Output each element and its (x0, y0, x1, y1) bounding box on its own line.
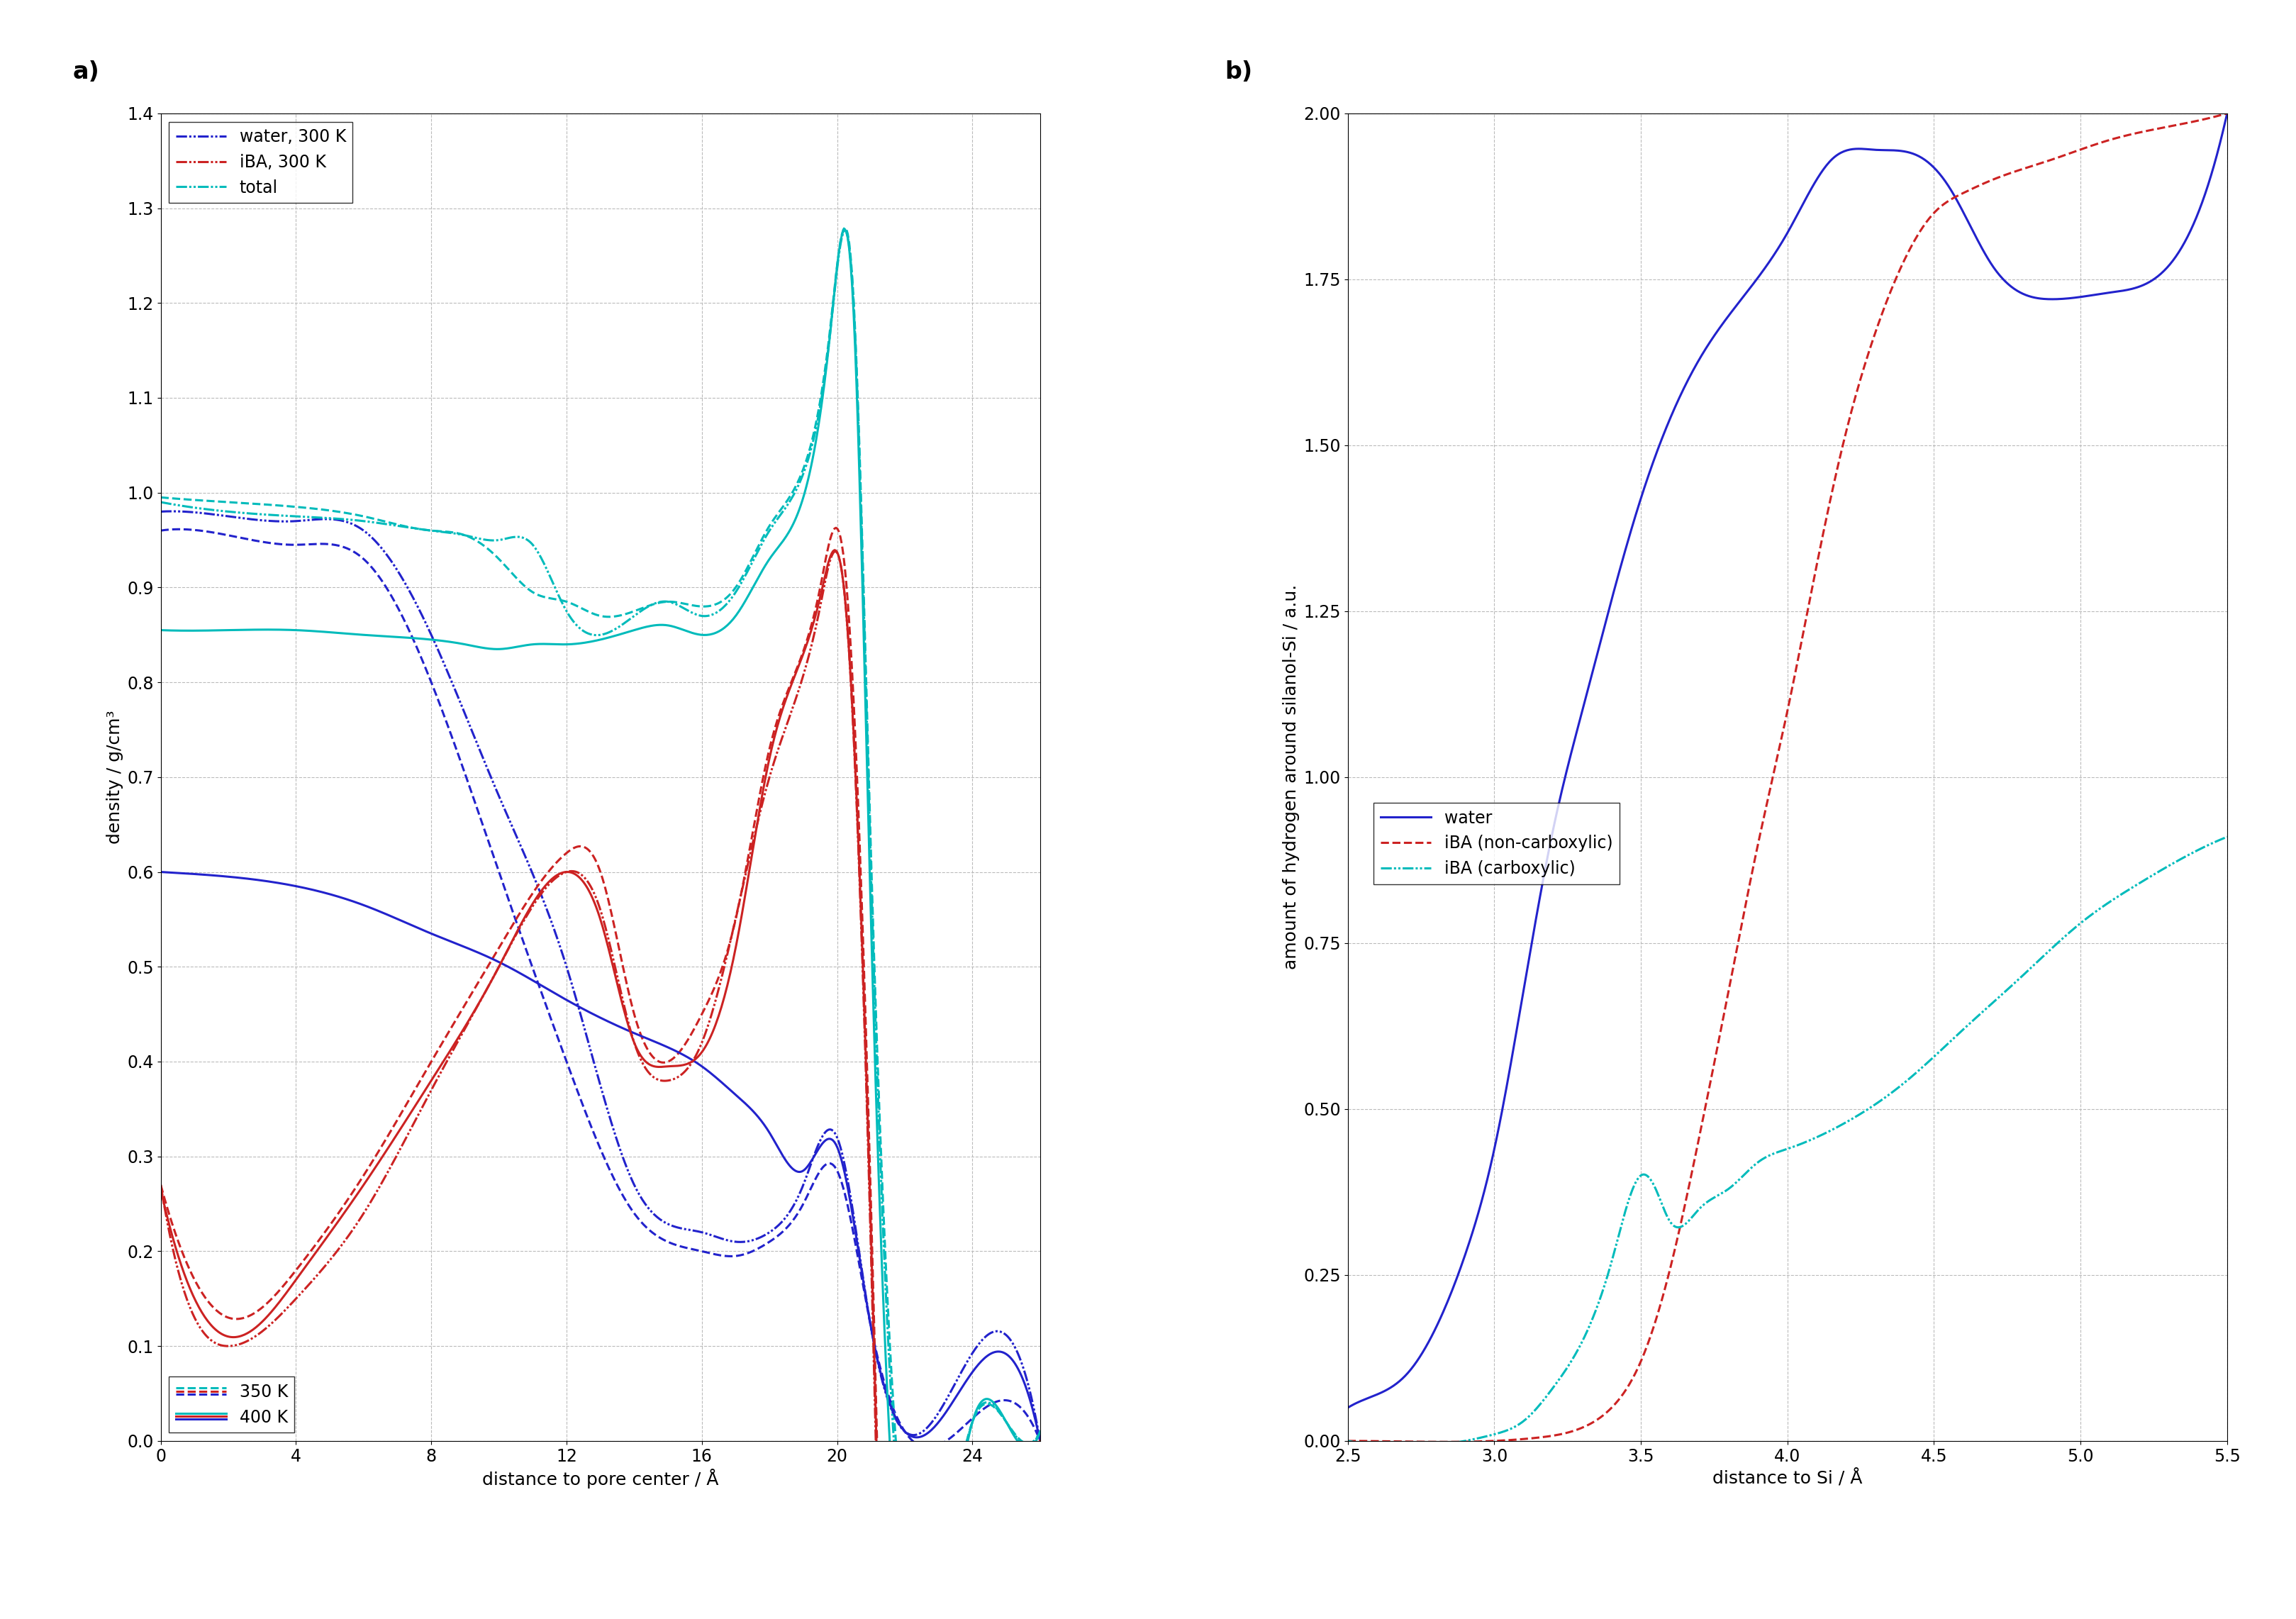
water (2213, 104, 2241, 123)
iBA (non-carboxylic) (1334, 1431, 1362, 1451)
iBA (non-carboxylic) (1998, 164, 2025, 183)
Text: b): b) (1224, 60, 1251, 84)
water (1559, 733, 1587, 753)
iBA (non-carboxylic) (1430, 1433, 1458, 1452)
X-axis label: distance to Si / Å: distance to Si / Å (1713, 1468, 1862, 1486)
iBA (non-carboxylic) (1490, 1431, 1518, 1451)
iBA (carboxylic) (2213, 827, 2241, 847)
iBA (carboxylic) (1561, 1345, 1589, 1365)
Y-axis label: density / g/cm³: density / g/cm³ (106, 711, 124, 843)
Legend: water, iBA (non-carboxylic), iBA (carboxylic): water, iBA (non-carboxylic), iBA (carbox… (1373, 803, 1619, 884)
X-axis label: distance to pore center / Å: distance to pore center / Å (482, 1468, 719, 1488)
iBA (non-carboxylic) (2213, 104, 2241, 123)
water (1922, 159, 1949, 178)
iBA (carboxylic) (1922, 1044, 1949, 1064)
iBA (carboxylic) (1334, 1431, 1362, 1451)
iBA (non-carboxylic) (1922, 201, 1949, 220)
iBA (carboxylic) (1853, 1099, 1880, 1119)
iBA (non-carboxylic) (1561, 1420, 1589, 1439)
iBA (carboxylic) (1490, 1421, 1518, 1441)
iBA (non-carboxylic) (1853, 346, 1880, 366)
water (1490, 1094, 1518, 1114)
Line: iBA (carboxylic): iBA (carboxylic) (1348, 837, 2227, 1447)
water (1334, 1399, 1362, 1418)
iBA (carboxylic) (1391, 1438, 1419, 1457)
Line: water: water (1348, 113, 2227, 1409)
water (1731, 283, 1759, 303)
Y-axis label: amount of hydrogen around silanol-Si / a.u.: amount of hydrogen around silanol-Si / a… (1283, 584, 1300, 970)
Text: a): a) (73, 60, 99, 84)
iBA (non-carboxylic) (1733, 887, 1761, 907)
water (1995, 275, 2023, 295)
iBA (carboxylic) (1733, 1162, 1761, 1182)
Line: iBA (non-carboxylic): iBA (non-carboxylic) (1348, 113, 2227, 1443)
iBA (carboxylic) (1998, 976, 2025, 996)
water (1853, 139, 1880, 159)
Legend: 350 K, 400 K: 350 K, 400 K (170, 1376, 294, 1433)
